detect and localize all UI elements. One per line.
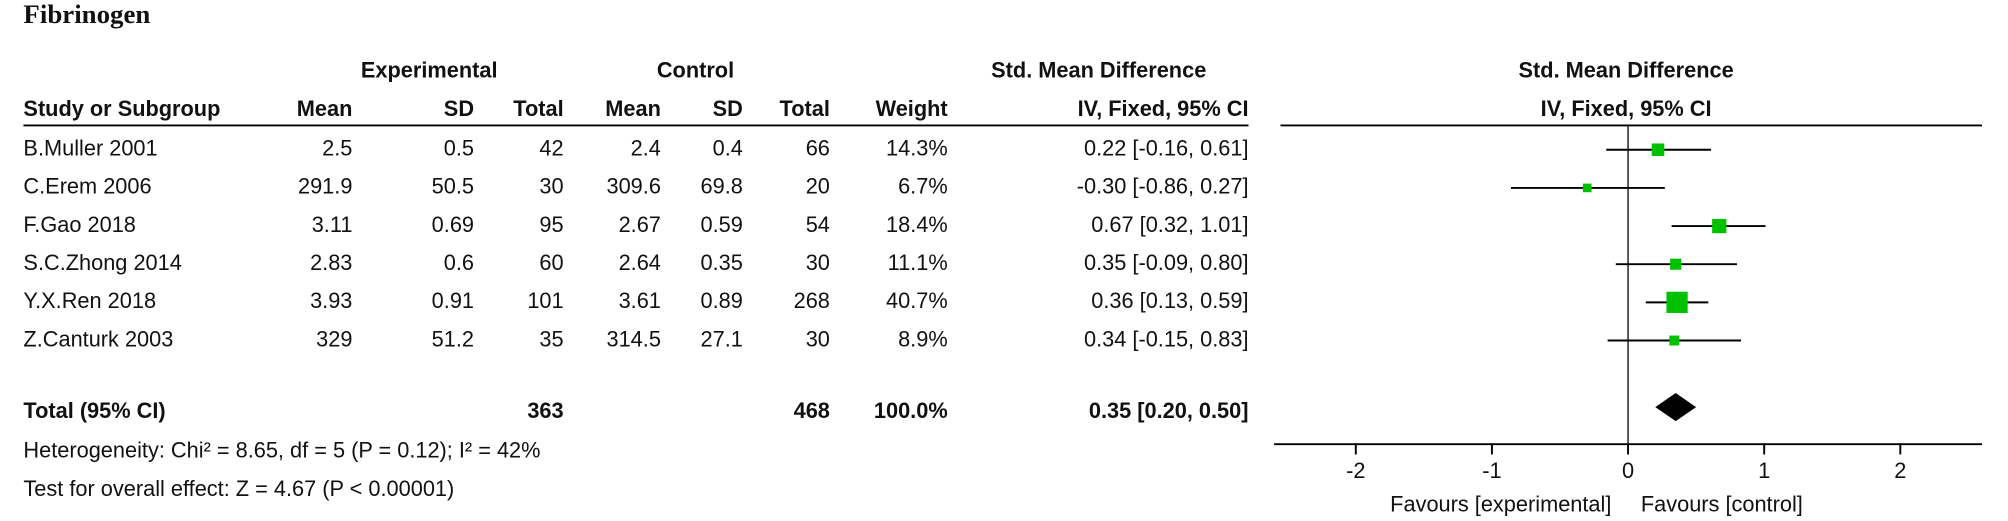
column-header: IV, Fixed, 95% CI (1541, 96, 1712, 121)
chart-title: Fibrinogen (23, 0, 150, 29)
x-tick-label: 0 (1622, 458, 1634, 483)
column-header: Total (780, 96, 830, 121)
cell: 14.3% (886, 136, 948, 161)
cell: 0.35 (701, 250, 743, 275)
cell: 66 (806, 136, 830, 161)
column-header: Mean (605, 96, 661, 121)
x-tick-label: -1 (1482, 458, 1501, 483)
cell: 95 (539, 212, 563, 237)
cell: 50.5 (432, 174, 474, 199)
total-cell: 100.0% (874, 398, 948, 423)
x-tick-label: 2 (1894, 458, 1906, 483)
effect-square (1712, 218, 1727, 234)
study-name: Z.Canturk 2003 (23, 326, 173, 351)
cell: 35 (539, 326, 563, 351)
cell: 314.5 (606, 326, 660, 351)
cell: 2.64 (619, 250, 661, 275)
column-header: Weight (876, 96, 948, 121)
cell: 309.6 (606, 174, 660, 199)
cell: 0.22 [-0.16, 0.61] (1084, 136, 1248, 161)
cell: 0.5 (444, 136, 474, 161)
cell: 2.5 (322, 136, 352, 161)
cell: 0.91 (432, 288, 474, 313)
column-header: IV, Fixed, 95% CI (1078, 96, 1249, 121)
cell: 18.4% (886, 212, 948, 237)
group-header: Control (657, 57, 734, 82)
total-cell: 363 (527, 398, 563, 423)
cell: 2.67 (619, 212, 661, 237)
column-header: SD (713, 96, 743, 121)
cell: 54 (806, 212, 830, 237)
cell: 20 (806, 174, 830, 199)
cell: 329 (316, 326, 352, 351)
cell: 27.1 (701, 326, 743, 351)
cell: 42 (539, 136, 563, 161)
pooled-diamond (1655, 392, 1697, 422)
group-header: Experimental (361, 57, 498, 82)
cell: 0.36 [0.13, 0.59] (1091, 288, 1248, 313)
group-header: Std. Mean Difference (1519, 57, 1734, 82)
cell: 3.93 (310, 288, 352, 313)
study-name: F.Gao 2018 (23, 212, 135, 237)
cell: 3.11 (312, 212, 353, 237)
cell: 30 (539, 174, 563, 199)
cell: 2.4 (631, 136, 661, 161)
total-cell: 0.35 [0.20, 0.50] (1089, 398, 1249, 423)
effect-square (1582, 183, 1592, 193)
cell: 0.69 (432, 212, 474, 237)
study-name: S.C.Zhong 2014 (23, 250, 181, 275)
cell: 268 (794, 288, 830, 313)
column-header: Study or Subgroup (23, 96, 220, 121)
heterogeneity: Heterogeneity: Chi² = 8.65, df = 5 (P = … (23, 438, 540, 463)
total-cell: Total (95% CI) (23, 398, 165, 423)
x-tick-label: -2 (1346, 458, 1365, 483)
column-header: Mean (297, 96, 353, 121)
effect-square (1670, 258, 1682, 270)
study-name: Y.X.Ren 2018 (23, 288, 156, 313)
total-cell: 468 (794, 398, 830, 423)
cell: 60 (539, 250, 563, 275)
cell: 69.8 (701, 174, 743, 199)
cell: 6.7% (898, 174, 948, 199)
cell: 0.6 (444, 250, 474, 275)
column-header: SD (444, 96, 474, 121)
x-label: Favours [experimental] (1390, 491, 1611, 516)
cell: 101 (527, 288, 563, 313)
column-header: Total (513, 96, 563, 121)
effect-square (1666, 291, 1688, 313)
cell: 8.9% (898, 326, 948, 351)
cell: 0.67 [0.32, 1.01] (1091, 212, 1248, 237)
cell: 30 (806, 250, 830, 275)
cell: 40.7% (886, 288, 948, 313)
cell: 0.34 [-0.15, 0.83] (1084, 326, 1248, 351)
cell: 0.4 (713, 136, 743, 161)
x-tick-label: 1 (1758, 458, 1770, 483)
cell: 51.2 (432, 326, 474, 351)
cell: 3.61 (619, 288, 661, 313)
cell: -0.30 [-0.86, 0.27] (1077, 174, 1249, 199)
cell: 30 (806, 326, 830, 351)
cell: 11.1% (888, 250, 948, 275)
study-name: C.Erem 2006 (23, 174, 151, 199)
cell: 291.9 (298, 174, 352, 199)
effect-square (1669, 335, 1680, 346)
cell: 0.89 (701, 288, 743, 313)
x-label: Favours [control] (1641, 491, 1803, 516)
effect-square (1651, 143, 1665, 157)
group-header: Std. Mean Difference (991, 57, 1206, 82)
cell: 2.83 (310, 250, 352, 275)
overall-effect: Test for overall effect: Z = 4.67 (P < 0… (23, 476, 454, 501)
study-name: B.Muller 2001 (23, 136, 157, 161)
cell: 0.59 (701, 212, 743, 237)
cell: 0.35 [-0.09, 0.80] (1084, 250, 1248, 275)
